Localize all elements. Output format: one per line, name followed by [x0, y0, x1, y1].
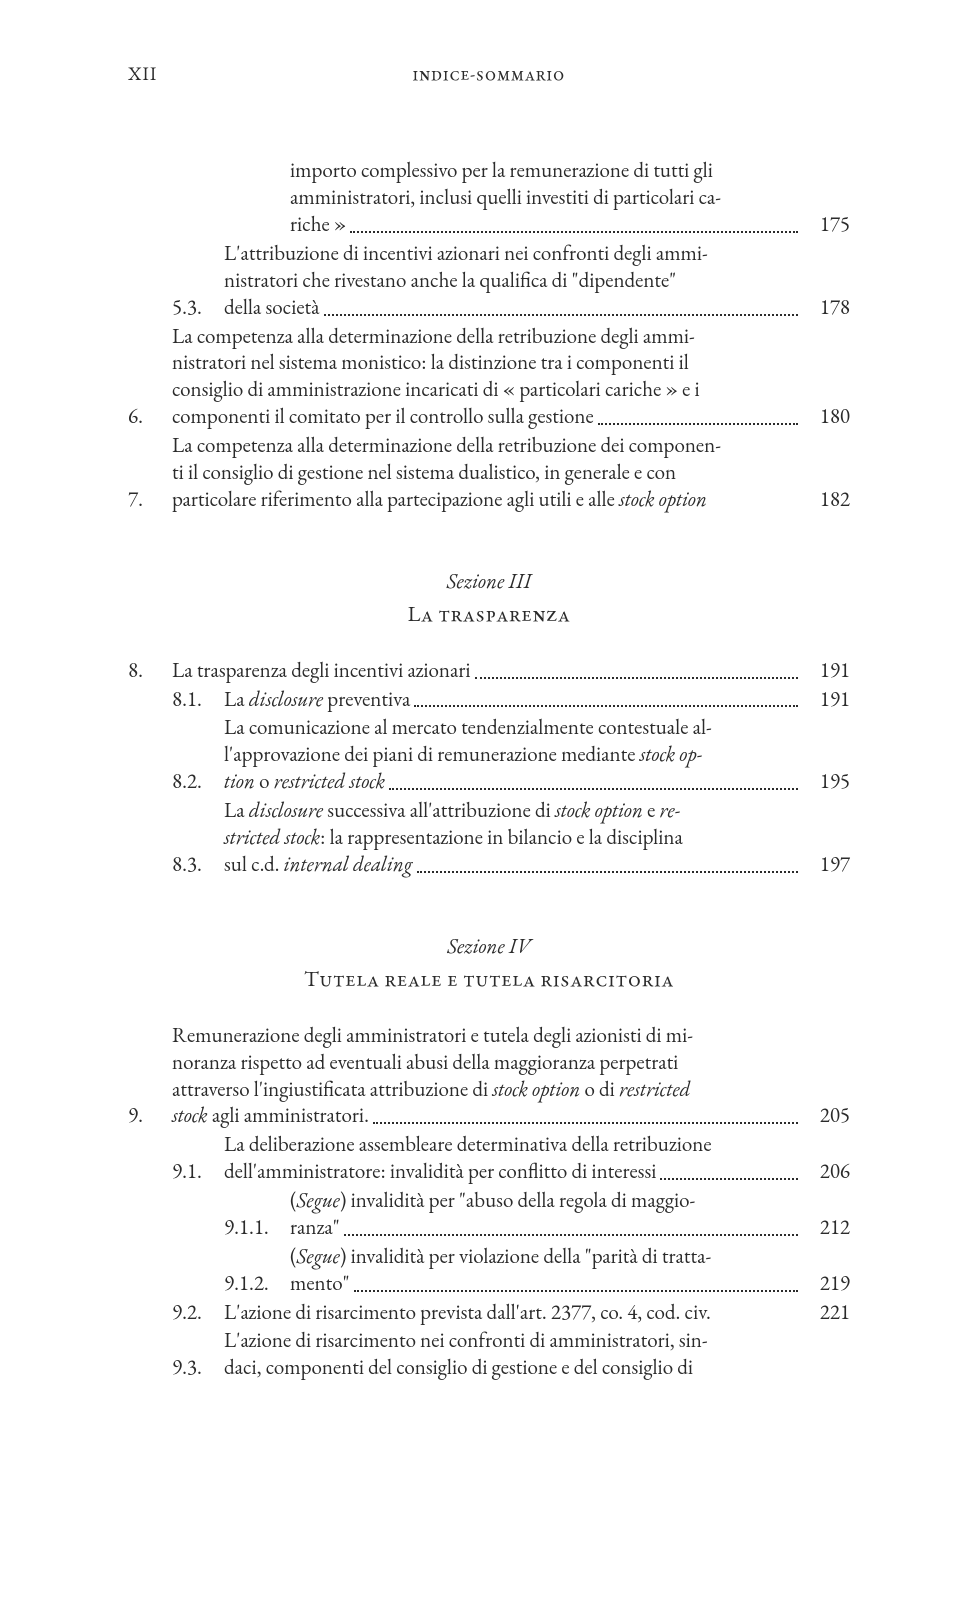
toc-entry-9-3: 9.3. L'azione di risarcimento nei confro…	[128, 1328, 850, 1382]
entry-text: La trasparenza degli incentivi azionari	[172, 658, 802, 685]
section-label: Sezione III	[128, 569, 850, 596]
section-label: Sezione IV	[128, 934, 850, 961]
toc-entry-8: 8. La trasparenza degli incentivi aziona…	[128, 658, 850, 685]
running-head: XII indice-sommario	[128, 62, 850, 86]
entry-page: 191	[802, 658, 850, 685]
entry-text: (Segue) invalidità per violazione della …	[290, 1244, 802, 1298]
section-head-4: Sezione IV Tutela reale e tutela risarci…	[128, 934, 850, 993]
entry-page: 175	[802, 212, 850, 239]
entry-num: 7.	[128, 487, 172, 514]
page: XII indice-sommario importo complessivo …	[0, 0, 960, 1598]
leader-dots	[324, 314, 798, 316]
running-title: indice-sommario	[412, 62, 565, 86]
entry-num: 8.1.	[172, 687, 224, 714]
section-head-3: Sezione III La trasparenza	[128, 569, 850, 628]
section-title: Tutela reale e tutela risarcitoria	[128, 965, 850, 993]
entry-text: L'azione di risarcimento prevista dall'a…	[224, 1300, 802, 1327]
entry-text: Remunerazione degli amministratori e tut…	[172, 1023, 802, 1131]
entry-page: 182	[802, 487, 850, 514]
entry-page: 219	[802, 1271, 850, 1298]
entry-page: 195	[802, 769, 850, 796]
entry-num: 9.1.1.	[224, 1215, 290, 1242]
entry-num: 6.	[128, 404, 172, 431]
entry-text: (Segue) invalidità per "abuso della rego…	[290, 1188, 802, 1242]
toc-entry-9-1: 9.1. La deliberazione assembleare determ…	[128, 1132, 850, 1186]
entry-num: 9.	[128, 1103, 172, 1130]
entry-text: La disclosure successiva all'attribuzion…	[224, 798, 802, 879]
entry-text: La disclosure preventiva	[224, 687, 802, 714]
entry-page: 221	[802, 1300, 850, 1327]
toc-entry-9: 9. Remunerazione degli amministratori e …	[128, 1023, 850, 1131]
section-title: La trasparenza	[128, 600, 850, 628]
entry-num: 8.2.	[172, 769, 224, 796]
entry-num: 9.3.	[172, 1355, 224, 1382]
toc-entry-cont: importo complessivo per la remunerazione…	[128, 158, 850, 239]
entry-text: La comunicazione al mercato tendenzialme…	[224, 715, 802, 796]
entry-num: 5.3.	[172, 295, 224, 322]
entry-num: 8.3.	[172, 852, 224, 879]
entry-text: La competenza alla determinazione della …	[172, 433, 802, 514]
toc-entry-5-3: 5.3. L'attribuzione di incentivi azionar…	[128, 241, 850, 322]
entry-text: L'azione di risarcimento nei confronti d…	[224, 1328, 802, 1382]
toc-entry-8-1: 8.1. La disclosure preventiva 191	[128, 687, 850, 714]
entry-num: 9.1.	[172, 1159, 224, 1186]
entry-page: 205	[802, 1103, 850, 1130]
entry-num: 8.	[128, 658, 172, 685]
toc-entry-9-1-2: 9.1.2. (Segue) invalidità per violazione…	[128, 1244, 850, 1298]
toc-entry-8-3: 8.3. La disclosure successiva all'attrib…	[128, 798, 850, 879]
entry-text: importo complessivo per la remunerazione…	[290, 158, 802, 239]
entry-page: 178	[802, 295, 850, 322]
toc-entry-9-2: 9.2. L'azione di risarcimento prevista d…	[128, 1300, 850, 1327]
entry-page: 180	[802, 404, 850, 431]
entry-page: 212	[802, 1215, 850, 1242]
running-head-spacer	[820, 62, 850, 86]
entry-page: 191	[802, 687, 850, 714]
entry-text: La deliberazione assembleare determinati…	[224, 1132, 802, 1186]
toc-entry-8-2: 8.2. La comunicazione al mercato tendenz…	[128, 715, 850, 796]
entry-num: 9.1.2.	[224, 1271, 290, 1298]
toc-entry-7: 7. La competenza alla determinazione del…	[128, 433, 850, 514]
leader-dots	[350, 231, 798, 233]
toc-entry-6: 6. La competenza alla determinazione del…	[128, 324, 850, 432]
entry-page: 197	[802, 852, 850, 879]
toc-entry-9-1-1: 9.1.1. (Segue) invalidità per "abuso del…	[128, 1188, 850, 1242]
page-roman: XII	[128, 62, 157, 86]
entry-num: 9.2.	[172, 1300, 224, 1327]
entry-text: L'attribuzione di incentivi azionari nei…	[224, 241, 802, 322]
entry-page: 206	[802, 1159, 850, 1186]
entry-text: La competenza alla determinazione della …	[172, 324, 802, 432]
